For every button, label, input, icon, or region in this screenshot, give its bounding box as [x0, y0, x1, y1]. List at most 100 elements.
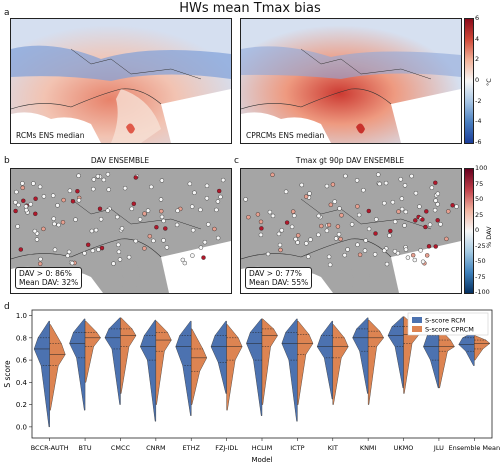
panel-b-stat-positive: DAV > 0: 86%: [19, 269, 72, 278]
station-marker: [426, 244, 432, 249]
station-marker: [115, 214, 120, 220]
station-marker: [374, 217, 379, 222]
station-marker: [70, 260, 75, 266]
dav-colorbar-tick: 0: [475, 226, 480, 234]
station-marker: [403, 247, 409, 252]
station-marker: [24, 207, 29, 213]
station-marker: [212, 226, 217, 232]
x-tick-label: BTU: [78, 444, 91, 452]
station-marker: [131, 201, 137, 206]
station-marker: [304, 241, 309, 246]
violin-half-cprcm: [261, 318, 278, 405]
violin-half-cprcm: [226, 324, 243, 411]
station-marker: [354, 178, 360, 183]
station-marker: [366, 226, 372, 232]
dav-colorbar-tick: 25: [475, 210, 484, 219]
dav-colorbar-tick: 75: [475, 179, 484, 188]
station-marker: [326, 222, 332, 228]
panel-c-stat-mean: Mean DAV: 55%: [249, 278, 309, 287]
station-marker: [267, 209, 273, 215]
station-marker: [73, 217, 78, 222]
panel-a-label: a: [4, 8, 10, 18]
station-marker: [117, 257, 123, 262]
station-marker: [28, 202, 33, 207]
dav-colorbar-unit: % DAV: [485, 226, 493, 248]
station-marker: [105, 208, 110, 213]
station-marker: [376, 172, 381, 177]
station-marker: [204, 183, 210, 188]
station-marker: [423, 224, 428, 230]
x-tick-label: CNRM: [146, 444, 166, 452]
station-marker: [289, 224, 295, 229]
station-marker: [409, 173, 414, 179]
station-marker: [392, 249, 398, 254]
station-marker: [204, 196, 210, 201]
station-marker: [388, 228, 393, 234]
station-marker: [147, 233, 153, 239]
violin-half-rcm: [104, 317, 121, 405]
station-marker: [338, 236, 343, 242]
station-marker: [435, 191, 441, 196]
violin-half-rcm: [210, 320, 227, 394]
station-marker: [218, 194, 223, 200]
station-marker: [295, 240, 300, 245]
station-marker: [33, 211, 38, 216]
station-marker: [296, 233, 301, 238]
station-marker: [424, 209, 429, 214]
station-marker: [390, 200, 396, 205]
dav-colorbar-tick: 50: [475, 195, 484, 203]
station-marker: [90, 248, 96, 253]
station-marker: [105, 172, 111, 177]
station-marker: [137, 217, 143, 222]
station-marker: [418, 248, 423, 253]
violin-half-rcm: [69, 318, 86, 411]
station-marker: [190, 253, 195, 258]
violin-half-cprcm: [155, 320, 172, 405]
station-marker: [402, 223, 407, 228]
station-marker: [384, 261, 390, 267]
station-marker: [145, 208, 151, 213]
station-marker: [382, 201, 387, 206]
station-marker: [399, 206, 405, 212]
station-marker: [206, 222, 211, 227]
y-axis-label: S score: [3, 360, 12, 388]
station-marker: [316, 213, 321, 219]
station-marker: [91, 177, 97, 182]
station-marker: [412, 257, 418, 263]
station-marker: [215, 235, 221, 241]
station-marker: [129, 206, 134, 211]
station-marker: [326, 254, 332, 260]
panel-b-stats: DAV > 0: 86% Mean DAV: 32%: [15, 267, 83, 289]
legend-label: S-score CPRCM: [425, 326, 474, 334]
station-marker: [387, 233, 392, 238]
violin-half-cprcm: [297, 320, 314, 405]
station-marker: [413, 191, 419, 196]
station-marker: [41, 226, 46, 232]
station-marker: [377, 181, 382, 187]
station-marker: [399, 196, 405, 201]
station-marker: [133, 175, 139, 180]
station-marker: [93, 227, 99, 233]
station-marker: [38, 256, 43, 262]
panel-d-label: d: [4, 302, 10, 312]
station-marker: [182, 260, 188, 266]
station-marker: [319, 223, 324, 229]
station-marker: [122, 186, 128, 191]
station-marker: [337, 206, 342, 211]
station-marker: [438, 222, 443, 227]
station-marker: [276, 231, 282, 237]
station-marker: [299, 182, 304, 188]
station-marker: [429, 185, 435, 190]
station-marker: [417, 204, 422, 209]
bias-colorbar-tick: 4: [475, 34, 480, 43]
station-marker: [413, 218, 418, 223]
station-marker: [355, 204, 360, 209]
legend-swatch: [412, 317, 422, 323]
station-marker: [21, 198, 26, 203]
violin-half-cprcm: [120, 317, 137, 394]
station-marker: [308, 237, 313, 242]
panel-c-label: c: [234, 156, 239, 166]
station-marker: [446, 209, 451, 214]
violin-half-rcm: [387, 316, 404, 389]
